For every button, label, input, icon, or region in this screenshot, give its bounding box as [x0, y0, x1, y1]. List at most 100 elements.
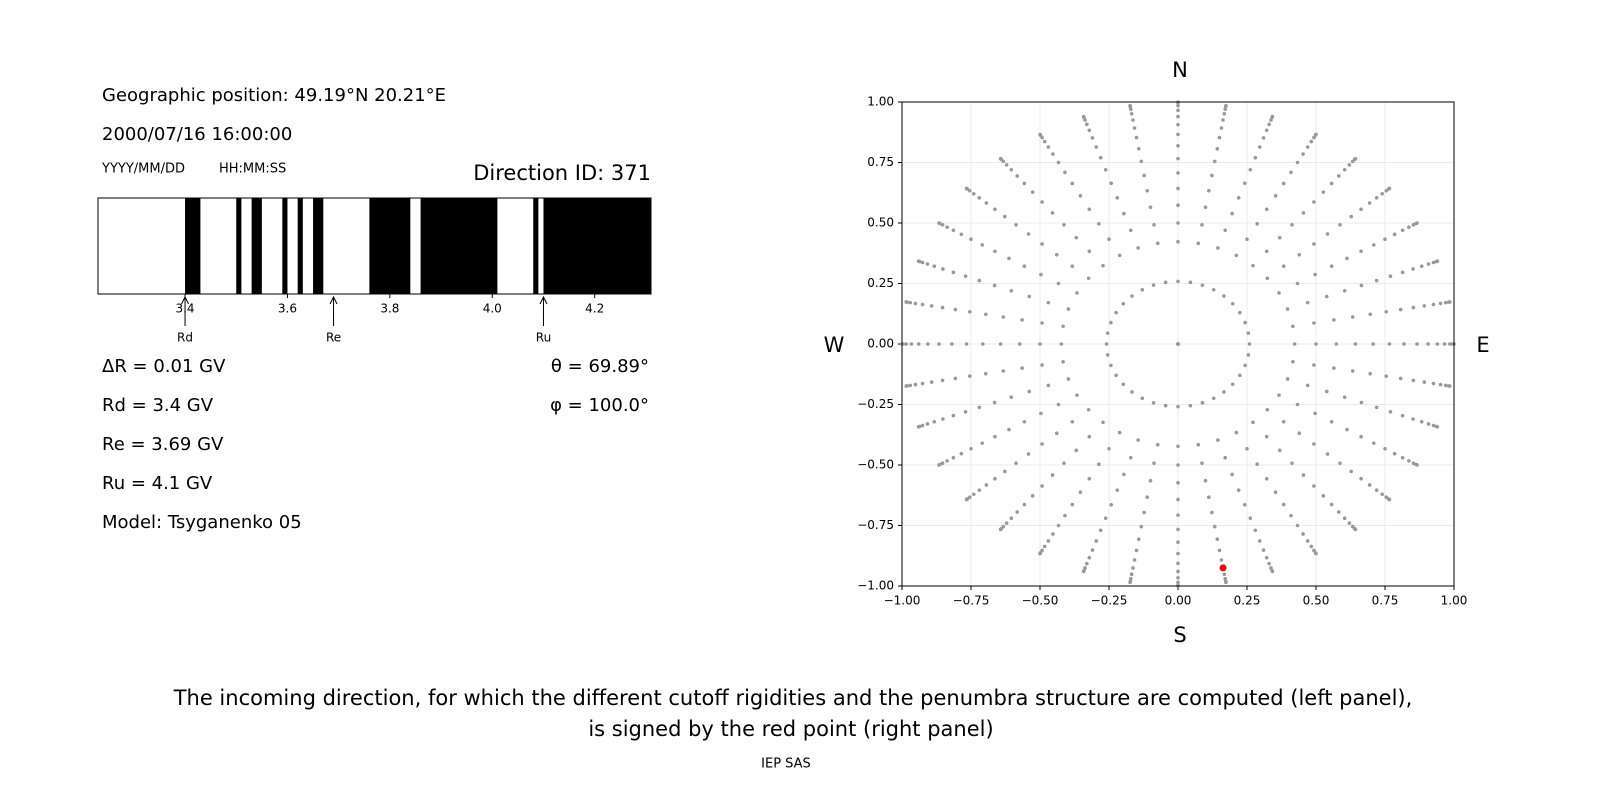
direction-point: [1415, 342, 1419, 346]
direction-point: [1122, 472, 1126, 477]
direction-point: [1176, 575, 1180, 580]
x-tick-label: −0.75: [953, 594, 990, 608]
direction-point: [1359, 207, 1363, 212]
direction-point: [1347, 521, 1352, 525]
x-tick-label: 0.75: [1372, 594, 1399, 608]
direction-point: [1200, 461, 1204, 465]
direction-point: [1148, 205, 1153, 210]
direction-point: [1104, 342, 1109, 346]
direction-point: [953, 376, 958, 381]
direction-point: [1367, 201, 1372, 205]
direction-point: [1109, 181, 1114, 185]
direction-point: [967, 374, 972, 378]
direction-point: [1051, 152, 1055, 156]
direction-point: [913, 301, 918, 306]
direction-point: [1009, 288, 1014, 293]
direction-point: [920, 260, 925, 265]
x-tick-label: 3.6: [278, 302, 297, 316]
direction-point: [1383, 237, 1387, 242]
y-tick-label: 0.50: [867, 216, 894, 230]
direction-point: [1277, 291, 1281, 295]
direction-point: [908, 300, 913, 305]
direction-point: [1230, 472, 1234, 477]
direction-point: [1200, 223, 1204, 227]
direction-point: [1305, 383, 1310, 388]
direction-point: [1039, 272, 1043, 277]
direction-point: [1230, 382, 1235, 387]
direction-point: [1400, 228, 1405, 233]
direction-point: [1038, 342, 1042, 346]
direction-point: [1336, 174, 1341, 178]
direction-point: [1295, 523, 1300, 528]
rd: Rd = 3.4 GV: [102, 395, 214, 416]
direction-point: [1063, 513, 1067, 518]
direction-point: [1056, 402, 1061, 407]
direction-point: [977, 405, 982, 410]
direction-point: [1222, 390, 1226, 394]
direction-point: [1349, 469, 1353, 474]
direction-point: [1148, 478, 1153, 483]
direction-point: [1431, 302, 1436, 307]
direction-point: [925, 422, 930, 426]
direction-point: [926, 342, 930, 346]
direction-point: [1176, 342, 1180, 346]
direction-point: [1015, 510, 1020, 514]
direction-point: [1431, 423, 1436, 428]
direction-point: [1359, 283, 1364, 288]
direction-point: [1176, 186, 1180, 191]
direction-point: [1419, 264, 1424, 269]
direction-point: [1443, 383, 1448, 388]
y-tick-label: 0.00: [867, 337, 894, 351]
direction-point: [1251, 263, 1255, 268]
direction-point: [1039, 411, 1043, 416]
direction-point: [1062, 223, 1066, 227]
direction-point: [1402, 342, 1406, 346]
direction-point: [1188, 403, 1193, 408]
direction-point: [1270, 114, 1275, 119]
y-tick-label: −1.00: [857, 579, 894, 593]
direction-point: [1255, 221, 1259, 226]
direction-point: [1314, 132, 1318, 137]
direction-point: [1114, 310, 1118, 315]
direction-point: [1230, 301, 1235, 306]
direction-point: [1223, 576, 1227, 581]
direction-point: [1392, 451, 1397, 456]
direction-point: [1426, 422, 1431, 426]
direction-point: [1176, 279, 1180, 284]
ru: Ru = 4.1 GV: [102, 473, 213, 494]
direction-point: [1368, 312, 1372, 317]
x-tick-label: 3.8: [380, 302, 399, 316]
direction-point: [1371, 441, 1376, 445]
direction-point: [1242, 503, 1247, 507]
direction-point: [1054, 252, 1059, 257]
direction-point: [1312, 363, 1316, 367]
direction-point: [1371, 342, 1375, 346]
direction-point: [1289, 170, 1293, 175]
direction-point: [937, 342, 941, 346]
direction-point: [1264, 555, 1269, 560]
direction-point: [969, 446, 973, 451]
direction-point: [1411, 417, 1415, 421]
direction-point: [1267, 561, 1271, 566]
direction-point: [1222, 572, 1227, 577]
direction-point: [1061, 359, 1065, 364]
direction-point: [1140, 287, 1145, 292]
direction-point: [1129, 107, 1133, 112]
direction-point: [1273, 490, 1278, 494]
direction-point: [964, 342, 969, 346]
direction-point: [1230, 211, 1234, 216]
direction-point: [1211, 287, 1216, 292]
direction-point: [1367, 483, 1372, 487]
direction-point: [1001, 315, 1006, 319]
direction-point: [1223, 455, 1227, 460]
direction-point: [1285, 307, 1290, 311]
direction-point: [1152, 223, 1156, 227]
direction-point: [1222, 111, 1227, 116]
direction-point: [1007, 256, 1011, 261]
direction-point: [953, 307, 958, 312]
direction-point: [959, 232, 964, 237]
direction-point: [1020, 366, 1024, 370]
direction-point: [1353, 156, 1358, 161]
direction-point: [1248, 516, 1253, 521]
